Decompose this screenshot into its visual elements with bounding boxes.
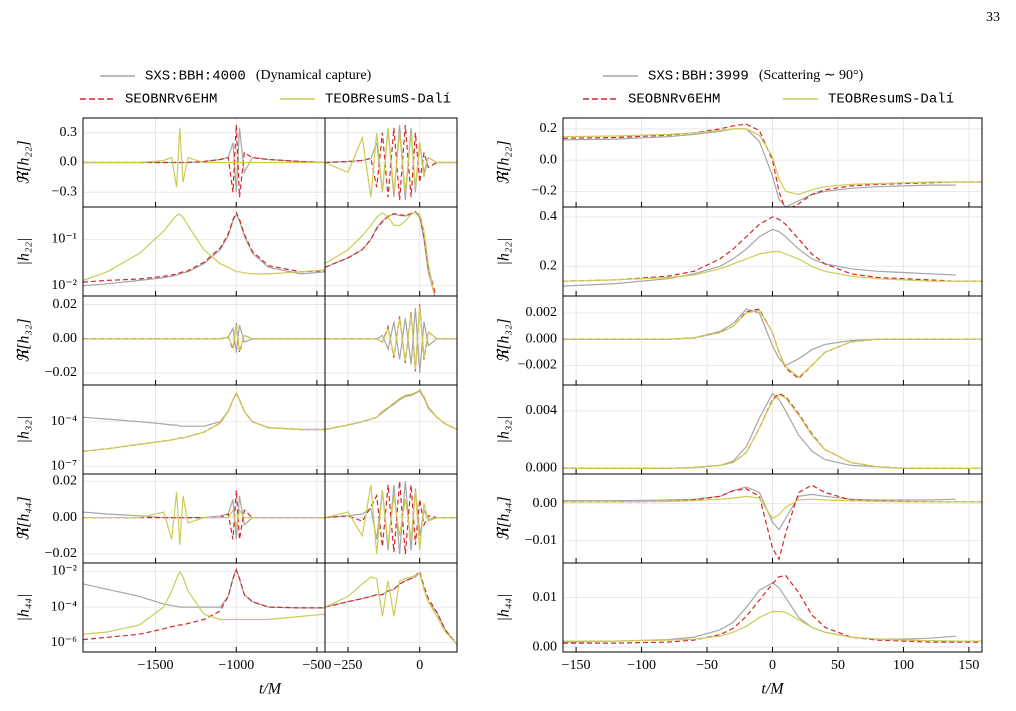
page-number: 33 bbox=[986, 10, 1000, 25]
series-line bbox=[563, 128, 956, 207]
y-tick-label: 10⁻⁴ bbox=[51, 414, 77, 429]
series-line bbox=[83, 124, 325, 198]
y-axis-label: ℜ[h₄₄] bbox=[16, 496, 33, 541]
series-line bbox=[83, 127, 325, 188]
y-axis-label: ℜ[h₄₄] bbox=[496, 496, 513, 541]
y-axis-label: ℜ[h₂₂] bbox=[496, 140, 513, 185]
series-line bbox=[83, 391, 325, 452]
x-tick-label: −50 bbox=[696, 658, 718, 673]
y-tick-label: 0.3 bbox=[60, 125, 78, 140]
y-tick-label: 0.2 bbox=[540, 121, 558, 136]
y-axis-label: |h₃₂| bbox=[16, 416, 33, 444]
series-line bbox=[563, 228, 956, 287]
x-tick-label: 100 bbox=[893, 658, 914, 673]
panel-frame bbox=[324, 562, 458, 653]
x-tick-label: 0 bbox=[416, 658, 423, 673]
y-tick-label: 0.0 bbox=[540, 152, 558, 167]
x-tick-label: −100 bbox=[627, 658, 656, 673]
series-line bbox=[563, 128, 982, 196]
y-tick-label: 10⁻⁴ bbox=[51, 599, 77, 614]
series-line bbox=[563, 574, 982, 644]
x-tick-label: 0 bbox=[769, 658, 776, 673]
y-axis-label: |h₂₂| bbox=[16, 238, 33, 266]
y-tick-label: 10⁻⁷ bbox=[51, 458, 77, 473]
y-tick-label: −0.01 bbox=[525, 533, 557, 548]
legend-note: (Scattering ∼ 90°) bbox=[759, 68, 864, 83]
series-line bbox=[83, 211, 325, 283]
y-axis-label: |h₃₂| bbox=[496, 416, 513, 444]
y-tick-label: 0.000 bbox=[526, 331, 558, 346]
y-axis-label: |h₂₂| bbox=[496, 238, 513, 266]
series-line bbox=[325, 124, 457, 201]
series-line bbox=[83, 570, 325, 635]
series-line bbox=[325, 570, 457, 645]
y-tick-label: −0.02 bbox=[45, 365, 77, 380]
series-line bbox=[563, 250, 982, 282]
y-tick-label: 0.00 bbox=[533, 496, 558, 511]
x-axis-label: t/M bbox=[259, 681, 283, 698]
legend-label: SEOBNRv6EHM bbox=[125, 92, 217, 108]
x-tick-label: −1500 bbox=[138, 658, 174, 673]
series-line bbox=[325, 127, 457, 198]
y-tick-label: 0.0 bbox=[60, 155, 78, 170]
y-tick-label: 0.002 bbox=[526, 305, 558, 320]
series-line bbox=[83, 492, 325, 545]
series-line bbox=[325, 572, 457, 645]
series-line bbox=[563, 610, 982, 642]
series-line bbox=[325, 211, 435, 296]
y-tick-label: −0.2 bbox=[532, 184, 557, 199]
y-axis-label: ℜ[h₃₂] bbox=[496, 318, 513, 363]
series-line bbox=[83, 568, 325, 641]
y-tick-label: 0.00 bbox=[53, 331, 78, 346]
legend-label: TEOBResumS-Dalí bbox=[325, 92, 451, 108]
series-line bbox=[83, 213, 325, 281]
x-tick-label: −150 bbox=[562, 658, 591, 673]
y-tick-label: −0.02 bbox=[45, 546, 77, 561]
legend-label: SEOBNRv6EHM bbox=[628, 92, 720, 108]
y-tick-label: −0.3 bbox=[52, 184, 77, 199]
y-tick-label: 10⁻¹ bbox=[51, 232, 77, 247]
series-line bbox=[563, 486, 956, 531]
series-line bbox=[325, 210, 437, 296]
x-tick-label: −250 bbox=[334, 658, 363, 673]
y-tick-label: 10⁻⁶ bbox=[51, 635, 77, 650]
x-tick-label: 150 bbox=[958, 658, 979, 673]
x-tick-label: −500 bbox=[302, 658, 331, 673]
y-tick-label: 0.01 bbox=[533, 590, 558, 605]
x-axis-label: t/M bbox=[761, 681, 785, 698]
y-tick-label: −0.002 bbox=[518, 358, 557, 373]
x-tick-label: 50 bbox=[831, 658, 845, 673]
y-tick-label: 0.4 bbox=[540, 209, 558, 224]
series-line bbox=[563, 309, 982, 378]
y-axis-label: |h₄₄| bbox=[496, 594, 513, 622]
y-axis-label: |h₄₄| bbox=[16, 594, 33, 622]
y-tick-label: 0.02 bbox=[53, 473, 78, 488]
y-tick-label: 0.00 bbox=[533, 639, 558, 654]
legend-label: SXS:BBH:3999 bbox=[648, 69, 749, 85]
series-line bbox=[563, 495, 982, 520]
series-line bbox=[325, 389, 457, 431]
legend-label: TEOBResumS-Dalí bbox=[828, 92, 954, 108]
series-line bbox=[325, 306, 457, 370]
y-tick-label: 0.004 bbox=[526, 403, 558, 418]
y-tick-label: 0.00 bbox=[53, 510, 78, 525]
series-line bbox=[83, 325, 325, 351]
legend-label: SXS:BBH:4000 bbox=[145, 69, 246, 85]
y-tick-label: 0.02 bbox=[53, 297, 78, 312]
y-axis-label: ℜ[h₃₂] bbox=[16, 318, 33, 363]
series-line bbox=[563, 392, 982, 469]
y-tick-label: 10⁻² bbox=[51, 278, 77, 293]
y-tick-label: 0.000 bbox=[526, 460, 558, 475]
series-line bbox=[325, 484, 457, 554]
y-tick-label: 0.2 bbox=[540, 259, 558, 274]
x-tick-label: −1000 bbox=[218, 658, 254, 673]
y-tick-label: 10⁻² bbox=[51, 564, 77, 579]
y-axis-label: ℜ[h₂₂] bbox=[16, 140, 33, 185]
series-line bbox=[563, 394, 982, 469]
series-line bbox=[563, 123, 982, 207]
series-line bbox=[563, 216, 982, 282]
legend-note: (Dynamical capture) bbox=[256, 68, 372, 83]
